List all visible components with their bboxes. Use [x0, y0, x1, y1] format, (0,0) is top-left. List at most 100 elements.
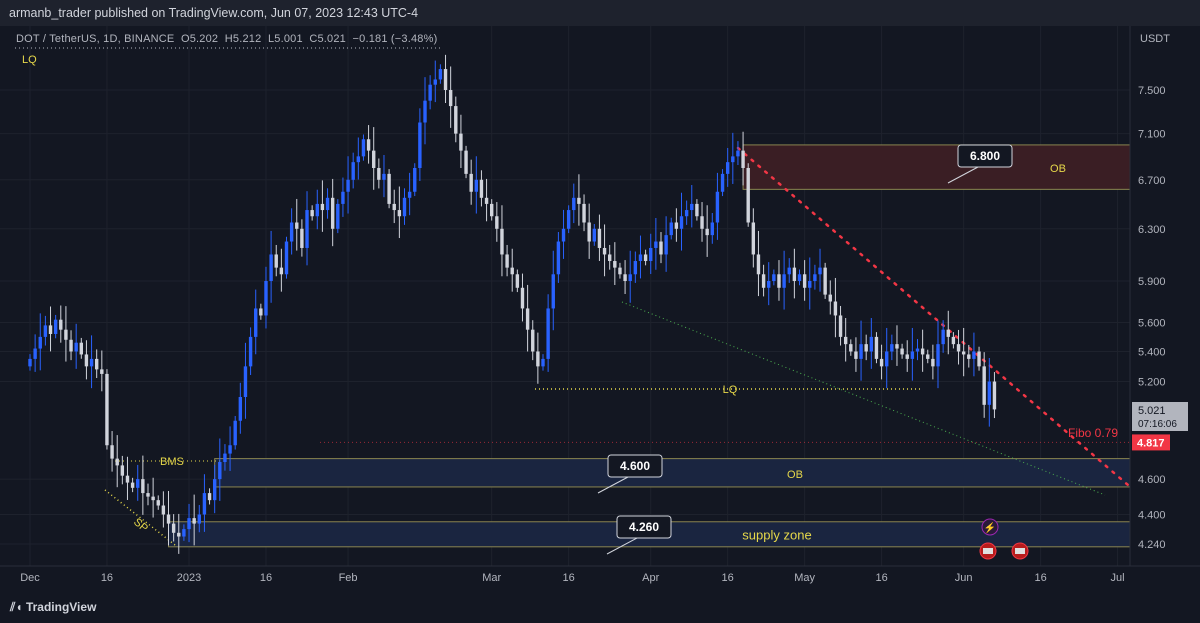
price-tick-label: 6.300 [1138, 224, 1166, 236]
candle-body [197, 514, 201, 524]
candle-body [320, 203, 325, 211]
candle-body [495, 216, 499, 229]
candle-body [156, 500, 160, 506]
candle-body [361, 139, 366, 157]
callout-pointer [947, 166, 979, 184]
candle-body [510, 267, 514, 275]
price-axis[interactable]: USDT 7.500 7.100 6.700 6.300 5.900 5.600 5.400 5… [1129, 26, 1200, 596]
candle-body [838, 315, 843, 337]
callout-box [616, 515, 672, 539]
candle-body [725, 162, 730, 174]
candle-body [397, 210, 402, 217]
candle-body [243, 366, 248, 397]
us-flag-stripes [1015, 548, 1025, 554]
candle-body [864, 344, 868, 352]
tradingview-logo-icon: ⫽◖ [10, 600, 26, 614]
candle-body [53, 319, 58, 334]
candle-body [387, 173, 391, 204]
candle-body [310, 210, 314, 217]
candle-body [592, 228, 596, 242]
callout-pointer [597, 476, 629, 494]
candle-body [777, 274, 781, 288]
time-tick-label: 16 [563, 572, 575, 584]
candle-body [141, 479, 145, 494]
candle-body [982, 366, 986, 405]
publisher-bar: armanb_trader published on TradingView.c… [0, 0, 1200, 26]
candle-body [336, 203, 340, 229]
fibo-price-value: 4.817 [1137, 437, 1165, 449]
candle-body [223, 453, 227, 463]
candle-body [561, 228, 566, 242]
candle-body [187, 518, 191, 530]
candle-body [602, 247, 607, 255]
candle-body [438, 69, 443, 80]
axis-unit: USDT [1140, 33, 1170, 45]
time-tick-label: Jul [1111, 572, 1125, 584]
callout-pointer [606, 537, 638, 555]
candle-body [669, 222, 673, 236]
change-value: −0.181 (−3.48%) [352, 33, 438, 45]
candle-body [638, 254, 643, 262]
symbol-name: DOT / TetherUS, 1D, BINANCE [16, 33, 175, 45]
candle-body [941, 329, 945, 345]
candle-body [115, 458, 119, 466]
candle-body [464, 150, 468, 174]
candle-body [325, 197, 330, 211]
candle-body [782, 274, 786, 288]
price-tick-label: 5.600 [1138, 318, 1166, 330]
zones [168, 144, 1131, 548]
price-axis-bg [1130, 26, 1200, 596]
candle-body [823, 267, 827, 295]
candle-body [556, 241, 561, 275]
open-value: O5.202 [180, 33, 219, 45]
price-tick-label: 4.240 [1138, 539, 1166, 551]
candle-body [731, 156, 735, 163]
footer: ⫽◖ TradingView [0, 596, 1200, 623]
candle-body [818, 267, 822, 275]
price-tick-label: 6.700 [1138, 175, 1166, 187]
candle-body [218, 462, 222, 480]
candle-body [813, 274, 817, 282]
candle-body [613, 261, 617, 268]
candle-body [525, 308, 530, 330]
candle-body [572, 197, 576, 211]
time-axis[interactable]: Dec 16 2023 16 Feb Mar 16 Apr 16 May 16 Jun 16 Jul [0, 565, 1200, 584]
candle-body [372, 150, 376, 168]
sp-line [104, 489, 176, 546]
candle-body [597, 228, 602, 248]
candle-body [531, 329, 535, 352]
candle-body [351, 162, 355, 180]
candle-body [505, 254, 509, 268]
candle-body [454, 106, 458, 134]
candle-body [926, 354, 930, 359]
candle-body [761, 274, 766, 288]
candle-body [808, 281, 812, 288]
candle-body [33, 348, 37, 359]
candle-body [920, 348, 925, 355]
last-price-value: 5.021 [1138, 405, 1166, 417]
candle-body [833, 301, 838, 316]
callout-text: 4.600 [620, 459, 650, 473]
candle-body [254, 308, 258, 337]
candle-body [587, 222, 591, 242]
candle-body [59, 319, 63, 330]
candle-body [628, 274, 632, 282]
callout-box [957, 144, 1013, 168]
time-tick-label: May [794, 572, 815, 584]
candle-body [69, 339, 73, 352]
price-chart[interactable]: OB OB supply zone LQ LQ BMS SP 6.800 4.600 4.260 F… [0, 26, 1200, 596]
candle-body [869, 336, 874, 352]
price-tick-label: 5.900 [1138, 276, 1166, 288]
candles [28, 54, 997, 554]
candle-body [643, 254, 648, 262]
candle-body [182, 529, 186, 537]
last-price-tag [1132, 402, 1188, 431]
candle-body [787, 267, 791, 275]
candle-body [407, 191, 412, 198]
sp-label: SP [131, 516, 150, 535]
time-tick-label: Jun [955, 572, 973, 584]
candle-body [700, 216, 704, 229]
candle-body [695, 203, 699, 217]
candle-body [736, 150, 740, 157]
candle-body [972, 351, 976, 359]
